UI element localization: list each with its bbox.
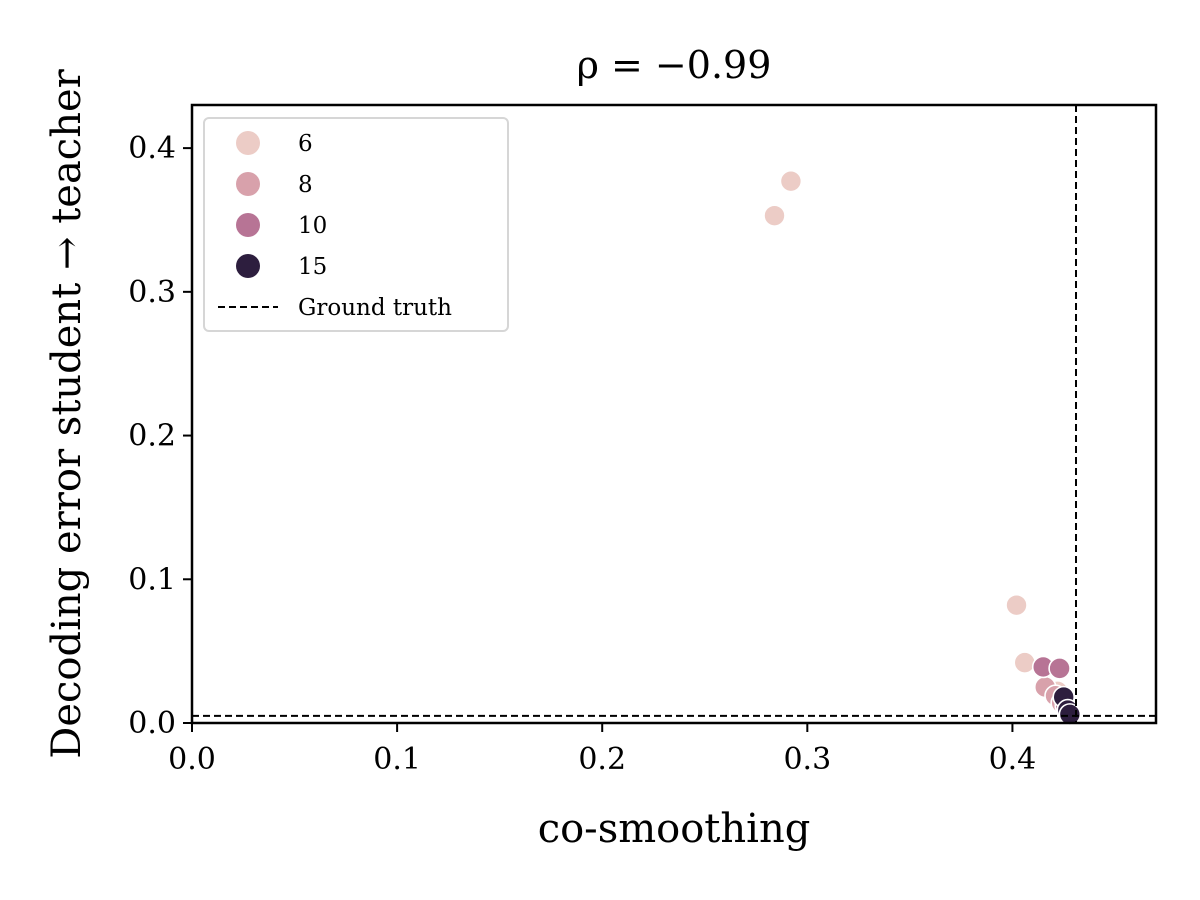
y-tick-label: 0.3	[128, 275, 176, 310]
data-point-series-6	[1013, 651, 1037, 674]
y-axis-title: Decoding error student → teacher	[44, 68, 90, 758]
x-axis-title: co-smoothing	[538, 806, 811, 852]
y-tick-label: 0.0	[128, 706, 176, 741]
legend-marker-15	[236, 254, 260, 278]
legend-label-8: 8	[298, 172, 313, 198]
x-tick-label: 0.0	[168, 742, 216, 777]
legend-label-15: 15	[298, 254, 327, 280]
ground-truth-lines	[192, 105, 1156, 723]
legend-label-6: 6	[298, 131, 313, 157]
legend-marker-10	[236, 213, 260, 237]
data-point-series-6	[779, 169, 803, 193]
legend-label-10: 10	[298, 213, 327, 239]
data-points	[763, 169, 1082, 726]
legend-marker-8	[236, 172, 260, 196]
legend-box	[203, 117, 509, 332]
x-axis-ticks: 0.0 0.1 0.2 0.3 0.4	[168, 723, 1036, 777]
data-point-series-10	[1048, 657, 1071, 680]
y-tick-label: 0.1	[128, 562, 176, 597]
y-tick-label: 0.2	[128, 419, 176, 454]
plot-area-frame	[190, 103, 1158, 725]
x-tick-label: 0.3	[783, 742, 831, 777]
x-tick-label: 0.4	[989, 742, 1037, 777]
legend-marker-6	[236, 131, 260, 155]
data-point-series-6	[763, 204, 786, 227]
legend-label-ground-truth: Ground truth	[298, 295, 452, 321]
x-tick-label: 0.1	[373, 742, 421, 777]
data-point-series-15	[1058, 703, 1082, 726]
chart-title: ρ = −0.99	[577, 43, 772, 87]
x-tick-label: 0.2	[578, 742, 626, 777]
data-point-series-6	[1005, 593, 1028, 617]
y-axis-ticks: 0.0 0.1 0.2 0.3 0.4	[128, 131, 192, 741]
legend: 6 8 10 15 Ground truth	[203, 117, 509, 332]
y-tick-label: 0.4	[128, 131, 176, 166]
